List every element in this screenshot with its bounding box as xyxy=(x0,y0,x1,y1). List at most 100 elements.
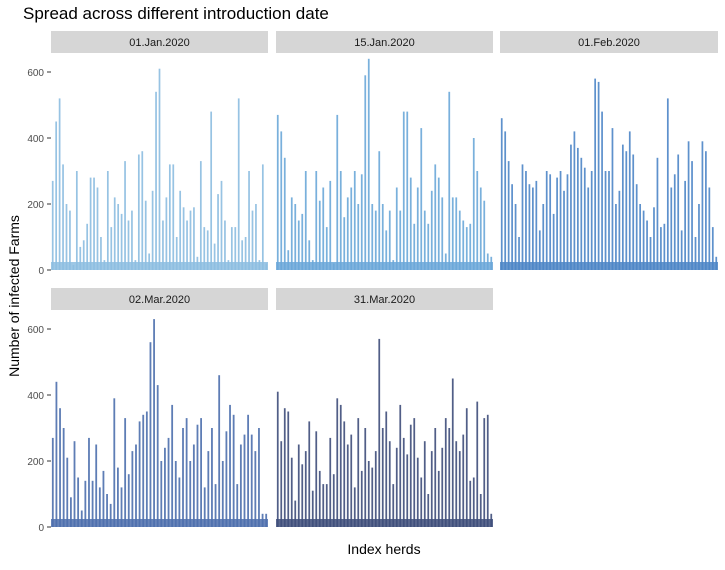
facet-strip-label: 01.Jan.2020 xyxy=(129,37,190,49)
bar xyxy=(142,414,145,527)
bar xyxy=(416,457,419,527)
bar xyxy=(69,210,71,270)
bar xyxy=(66,457,69,527)
bar xyxy=(444,253,447,270)
bar xyxy=(441,197,444,270)
bar xyxy=(117,467,119,527)
bar xyxy=(346,444,349,527)
bar xyxy=(332,474,335,527)
bar xyxy=(131,451,134,527)
bar xyxy=(364,428,367,527)
bar xyxy=(120,213,123,270)
bar xyxy=(646,220,648,270)
bar xyxy=(308,240,311,270)
bar xyxy=(138,421,141,527)
bar xyxy=(144,200,147,270)
bar xyxy=(276,114,279,271)
bar xyxy=(518,237,520,270)
bar xyxy=(642,210,645,270)
bar xyxy=(206,230,209,270)
bar xyxy=(221,461,224,527)
bar xyxy=(343,217,346,270)
bar xyxy=(91,480,94,527)
bar xyxy=(294,204,297,270)
bar xyxy=(294,500,297,527)
bar xyxy=(178,477,181,527)
bar xyxy=(465,408,468,527)
bar xyxy=(687,141,690,270)
bar xyxy=(350,434,353,527)
bar xyxy=(131,210,133,270)
bar xyxy=(423,441,426,527)
bar xyxy=(448,428,451,527)
bar xyxy=(301,213,304,270)
chart-title: Spread across different introduction dat… xyxy=(23,4,329,23)
bar xyxy=(255,204,257,270)
bar xyxy=(290,197,293,270)
bar xyxy=(656,157,659,270)
y-tick-label: 200 xyxy=(27,200,44,211)
y-tick-label: 0 xyxy=(38,266,44,277)
bar xyxy=(297,444,300,527)
bar xyxy=(402,437,405,527)
bar xyxy=(511,184,513,270)
bar xyxy=(360,174,363,270)
bar xyxy=(220,180,223,270)
y-tick-label: 200 xyxy=(27,457,44,468)
bar xyxy=(251,210,254,270)
bar xyxy=(243,434,246,527)
bar xyxy=(232,414,235,527)
bar xyxy=(304,171,307,270)
bar xyxy=(244,237,247,270)
bar xyxy=(680,230,683,270)
bar xyxy=(59,408,61,527)
bar xyxy=(525,171,527,270)
bar xyxy=(455,441,458,527)
bar xyxy=(472,138,475,270)
bar xyxy=(413,223,416,270)
bar xyxy=(399,210,402,270)
bar xyxy=(479,494,482,527)
bar xyxy=(318,470,321,527)
bar xyxy=(301,464,304,527)
bar xyxy=(409,177,412,270)
bar xyxy=(182,428,184,527)
bar xyxy=(346,197,349,270)
bar xyxy=(84,480,87,527)
bar xyxy=(241,240,244,270)
x-axis-label: Index herds xyxy=(347,541,421,557)
bar xyxy=(552,213,555,270)
bar xyxy=(145,411,148,527)
bar xyxy=(416,187,419,270)
bar xyxy=(504,131,507,270)
bar xyxy=(171,404,174,527)
bar xyxy=(465,227,468,270)
bar xyxy=(62,428,65,527)
bar xyxy=(55,381,58,527)
bar xyxy=(203,487,206,527)
bar xyxy=(378,338,381,527)
bar xyxy=(583,167,586,270)
bar xyxy=(409,424,412,527)
bar xyxy=(374,210,377,270)
bar xyxy=(402,111,405,270)
bar xyxy=(545,171,548,270)
bar xyxy=(62,164,64,270)
bar xyxy=(95,444,98,527)
bar xyxy=(186,220,188,270)
bar xyxy=(100,237,102,270)
bar xyxy=(521,164,524,270)
bar xyxy=(635,184,638,270)
bar xyxy=(311,490,314,527)
bar xyxy=(441,447,444,527)
baseline-band xyxy=(500,262,718,270)
bar xyxy=(469,223,472,270)
bar xyxy=(594,78,597,270)
bar xyxy=(367,58,370,270)
bar xyxy=(189,210,192,270)
facet-panel: 01.Feb.2020 xyxy=(500,31,718,271)
bar xyxy=(192,444,195,527)
bar xyxy=(615,204,617,270)
bar xyxy=(234,227,237,270)
bar xyxy=(336,114,339,271)
